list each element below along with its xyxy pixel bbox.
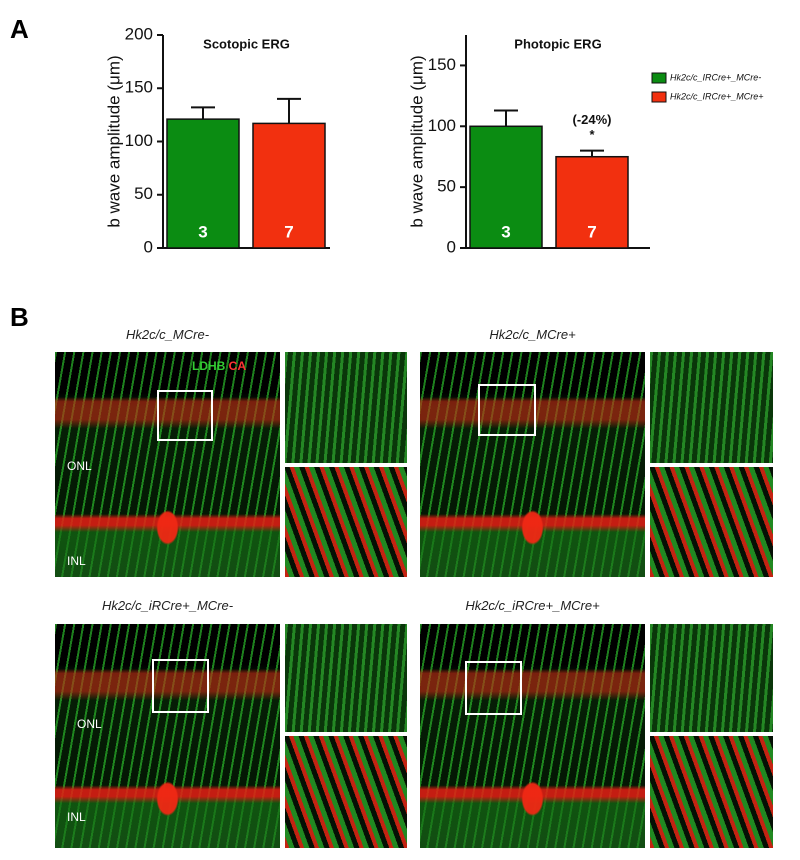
inset <box>650 467 773 577</box>
inset <box>650 624 773 732</box>
micrograph: LDHB CA ONL INL <box>55 352 280 577</box>
layer-label: ONL <box>67 459 92 473</box>
inset <box>650 352 773 463</box>
n-label: 3 <box>198 222 207 241</box>
panel-title: Hk2c/c_MCre+ <box>489 327 576 342</box>
legend-swatch <box>651 91 667 103</box>
inset <box>650 736 773 848</box>
y-tick-label: 100 <box>125 131 153 150</box>
layer-label: ONL <box>77 717 102 731</box>
inset <box>285 624 407 732</box>
panel-title: Hk2c/c_iRCre+_MCre- <box>101 598 234 613</box>
panel-title: Hk2c/c_iRCre+_MCre+ <box>465 598 600 613</box>
annotation: (-24%) <box>572 112 611 127</box>
zoom-box <box>478 384 536 436</box>
zoom-box <box>465 661 522 715</box>
y-axis-label: b wave amplitude (μm) <box>104 55 123 227</box>
bar <box>252 122 326 249</box>
y-axis-label: b wave amplitude (μm) <box>407 55 426 227</box>
layer-label: INL <box>67 810 86 824</box>
bar <box>166 118 240 249</box>
y-tick-label: 150 <box>125 78 153 97</box>
legend-label: Hk2c/c_IRCre+_MCre- <box>670 72 761 82</box>
y-tick-label: 0 <box>447 237 456 256</box>
n-label: 3 <box>501 222 510 241</box>
panel-label: A <box>10 14 29 44</box>
n-label: 7 <box>587 222 596 241</box>
y-tick-label: 0 <box>144 237 153 256</box>
chart-title: Scotopic ERG <box>203 36 290 51</box>
panel-title: Hk2c/c_MCre- <box>125 327 210 342</box>
inset <box>285 352 407 463</box>
zoom-box <box>157 390 213 441</box>
micrograph: ONL INL <box>55 624 280 848</box>
y-tick-label: 150 <box>428 55 456 74</box>
zoom-box <box>152 659 209 713</box>
y-tick-label: 100 <box>428 116 456 135</box>
chart-title: Photopic ERG <box>514 36 601 51</box>
annotation: * <box>589 127 595 142</box>
panel-label: B <box>10 302 29 332</box>
legend-swatch <box>651 72 667 84</box>
y-tick-label: 50 <box>437 177 456 196</box>
stain-label: LDHB CA <box>192 359 246 373</box>
layer-label: INL <box>67 554 86 568</box>
inset <box>285 736 407 848</box>
bar <box>555 155 629 249</box>
micrograph <box>420 624 645 848</box>
inset <box>285 467 407 577</box>
charts: Scotopic ERG b wave amplitude (μm) 0 50 100 1… <box>104 24 764 256</box>
bar <box>469 125 543 249</box>
stain-green: LDHB <box>192 359 226 373</box>
n-label: 7 <box>284 222 293 241</box>
stain-red: CA <box>228 359 247 373</box>
micrograph <box>420 352 645 577</box>
y-tick-label: 50 <box>134 184 153 203</box>
y-tick-label: 200 <box>125 24 153 43</box>
legend-label: Hk2c/c_IRCre+_MCre+ <box>670 91 764 101</box>
